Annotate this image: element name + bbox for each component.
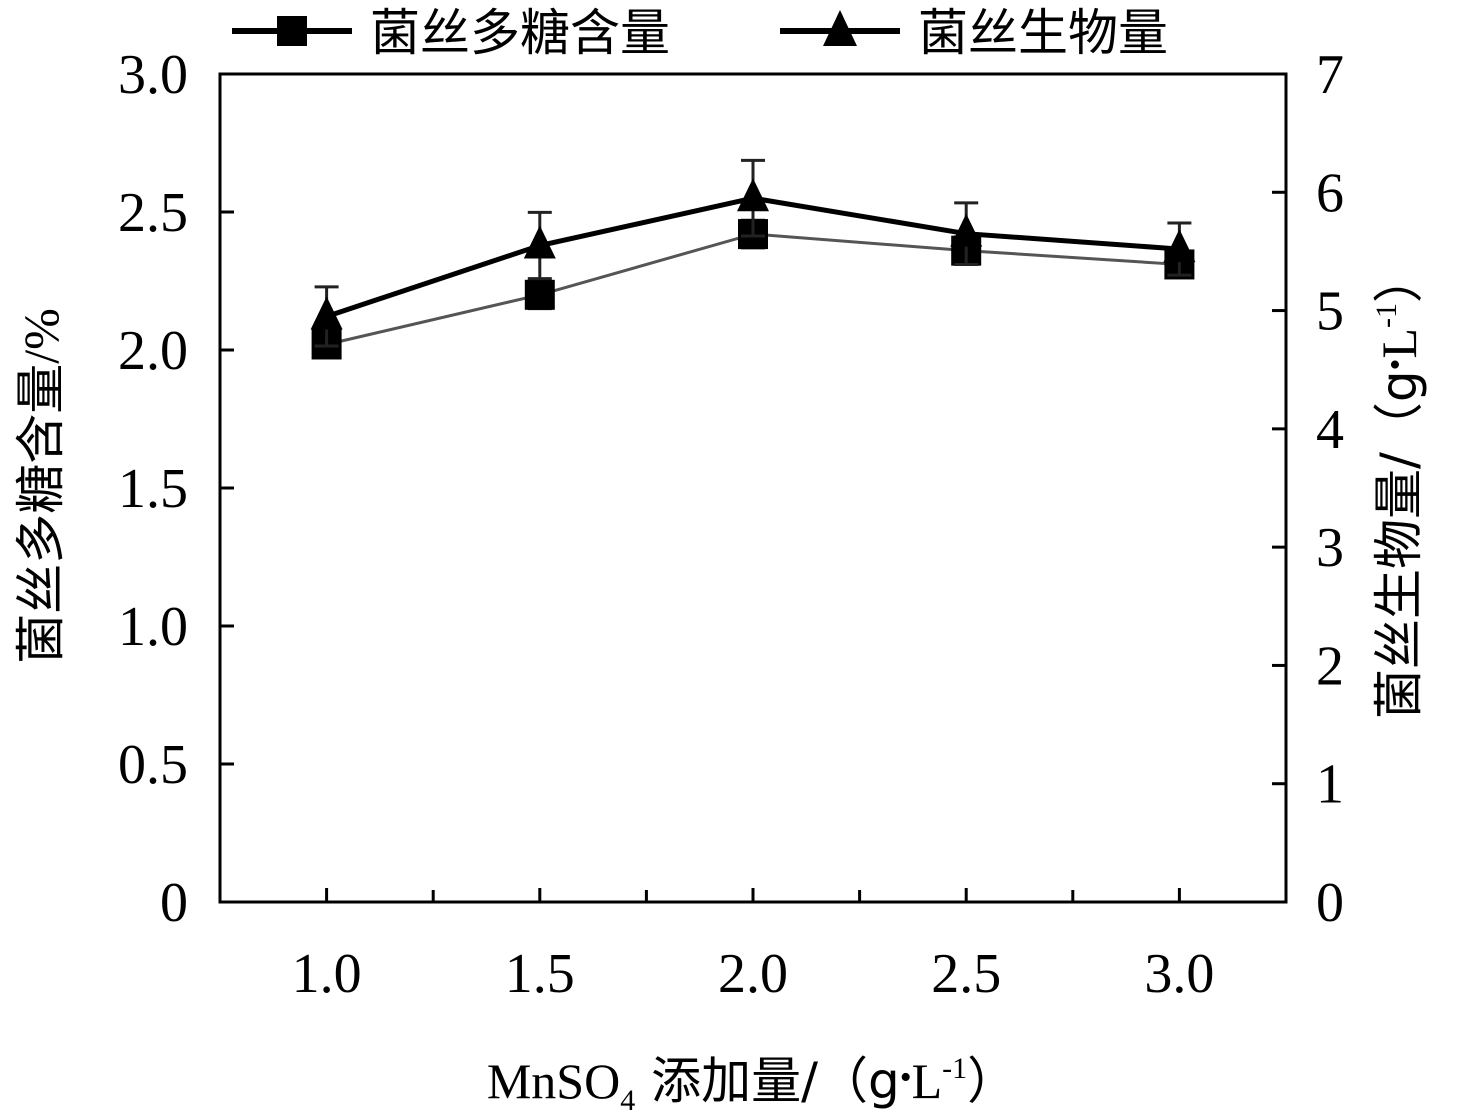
left-y-tick-label: 0	[160, 872, 188, 934]
x-tick-label: 2.0	[718, 943, 788, 1005]
data-point-triangle	[310, 296, 343, 330]
x-axis: 1.0 1.5 2.0 2.5 3.0	[292, 888, 1214, 1005]
right-title-dot: •	[1377, 359, 1414, 371]
series-line	[326, 232, 1180, 346]
right-y-axis-title: 菌丝生物量/（g•L-1）	[1370, 253, 1428, 719]
legend-label-biomass: 菌丝生物量	[918, 4, 1168, 62]
right-y-tick-label: 5	[1316, 281, 1344, 343]
left-y-tick-label: 2.5	[118, 182, 188, 244]
right-title-unit: L	[1371, 328, 1427, 359]
legend-square-marker-icon	[277, 16, 307, 46]
data-point-triangle	[950, 213, 983, 247]
x-title-unit: L	[912, 1053, 943, 1109]
x-title-close: ）	[967, 1052, 1017, 1110]
legend-label-polysaccharide: 菌丝多糖含量	[370, 4, 670, 62]
right-y-tick-label: 4	[1316, 399, 1344, 461]
x-tick-label: 1.5	[505, 943, 575, 1005]
x-tick-label: 3.0	[1144, 943, 1214, 1005]
series-biomass	[310, 158, 1196, 348]
right-y-tick-label: 7	[1316, 44, 1344, 106]
right-y-tick-label: 2	[1316, 635, 1344, 697]
left-y-tick-label: 1.5	[118, 458, 188, 520]
x-tick-label: 1.0	[292, 943, 362, 1005]
x-title-subscript: 4	[620, 1084, 635, 1117]
x-title-superscript: -1	[942, 1052, 967, 1085]
x-title-prefix: MnSO	[487, 1053, 620, 1109]
right-y-axis: 0 1 2 3 4 5 6 7	[1272, 44, 1344, 934]
left-y-tick-label: 2.0	[118, 320, 188, 382]
series-layer	[310, 158, 1196, 360]
data-point-square	[524, 279, 555, 310]
x-tick-label: 2.5	[931, 943, 1001, 1005]
data-point-triangle	[523, 225, 556, 259]
right-y-tick-label: 6	[1316, 162, 1344, 224]
right-y-tick-label: 3	[1316, 517, 1344, 579]
right-y-tick-label: 0	[1316, 872, 1344, 934]
x-axis-title: MnSO4 添加量/（g•L-1）	[487, 1052, 1017, 1117]
left-y-tick-label: 0.5	[118, 734, 188, 796]
data-point-triangle	[737, 178, 769, 212]
x-title-dot: •	[900, 1059, 912, 1096]
legend: 菌丝多糖含量 菌丝生物量	[232, 4, 1168, 62]
left-y-tick-label: 3.0	[118, 44, 188, 106]
right-title-superscript: -1	[1370, 303, 1403, 328]
right-title-close: ）	[1370, 253, 1428, 303]
left-y-axis: 0 0.5 1.0 1.5 2.0 2.5 3.0	[118, 44, 234, 934]
legend-triangle-marker-icon	[823, 10, 857, 46]
right-title-text: 菌丝生物量/（g	[1370, 370, 1428, 719]
left-y-axis-title: 菌丝多糖含量/%	[13, 308, 69, 664]
x-title-text: 添加量/（g	[635, 1052, 899, 1110]
right-y-tick-label: 1	[1316, 754, 1344, 816]
left-y-tick-label: 1.0	[118, 596, 188, 658]
data-point-triangle	[1163, 229, 1196, 263]
